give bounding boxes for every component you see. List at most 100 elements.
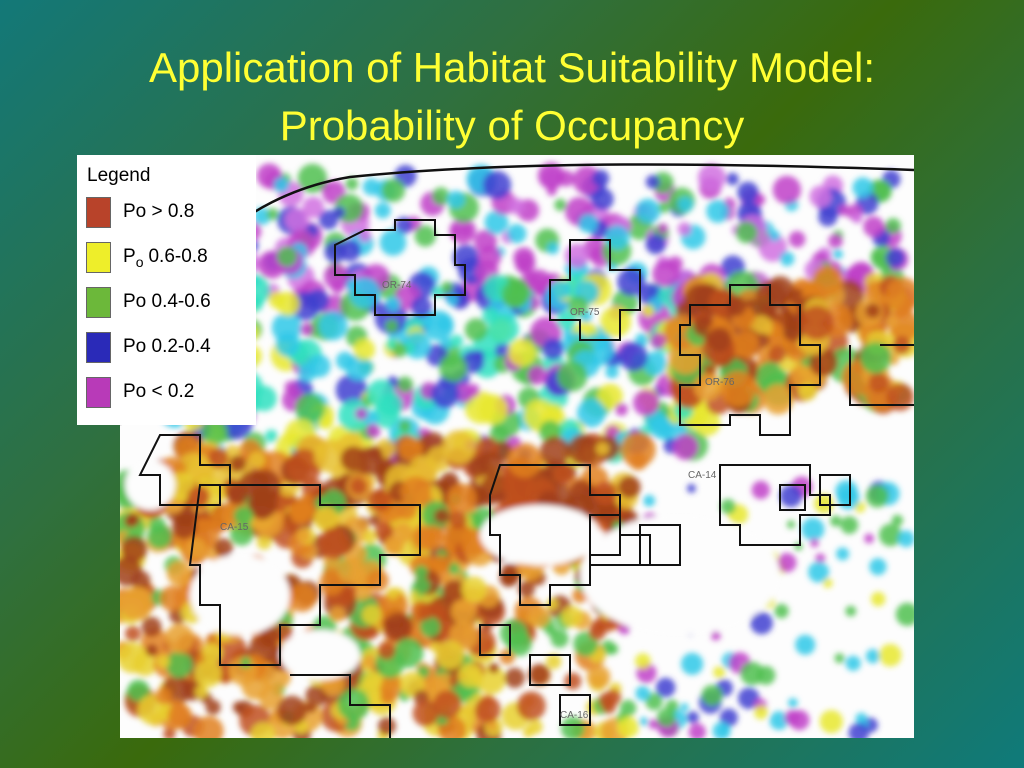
heat-blob xyxy=(447,190,465,209)
heat-blob xyxy=(229,455,246,472)
heat-blob xyxy=(167,703,193,728)
heat-blob xyxy=(546,185,557,196)
heat-blob xyxy=(205,699,221,715)
heat-blob xyxy=(592,169,610,187)
heat-blob xyxy=(657,223,669,234)
heat-blob xyxy=(688,723,706,738)
heat-blob xyxy=(604,689,622,706)
title-line: Application of Habitat Suitability Model… xyxy=(148,44,876,91)
heat-blob xyxy=(554,198,567,211)
heat-blob xyxy=(819,710,843,734)
legend-swatch xyxy=(86,242,111,273)
heat-blob xyxy=(507,442,543,478)
heat-blob xyxy=(457,662,483,688)
heat-blob xyxy=(411,296,432,318)
heat-blob xyxy=(810,538,819,548)
heat-blob xyxy=(202,642,223,663)
heat-blob xyxy=(288,583,317,612)
heat-blob xyxy=(848,722,869,738)
heat-blob xyxy=(412,526,436,551)
heat-blob xyxy=(350,477,368,495)
heat-blob xyxy=(147,524,172,549)
heat-blob xyxy=(658,201,670,213)
heat-blob xyxy=(619,699,637,717)
heat-blob xyxy=(546,242,559,255)
heat-blob xyxy=(474,696,501,723)
heat-blob xyxy=(784,709,800,726)
heat-blob xyxy=(233,506,254,526)
heat-blob xyxy=(256,534,272,550)
heat-blob xyxy=(758,233,787,262)
heat-blob xyxy=(769,711,789,730)
heat-blob xyxy=(289,501,313,525)
heat-blob xyxy=(677,196,694,213)
heat-blob xyxy=(818,207,838,227)
heat-blob xyxy=(542,338,564,360)
heat-blob xyxy=(871,591,886,607)
heat-blob xyxy=(477,245,502,269)
heat-blob xyxy=(837,487,860,510)
heat-blob xyxy=(868,372,889,393)
heat-blob xyxy=(501,280,530,309)
heat-blob xyxy=(897,530,914,548)
heat-blob xyxy=(719,725,729,735)
heat-blob xyxy=(751,480,770,500)
heat-blob xyxy=(885,315,898,328)
heat-blob xyxy=(808,561,830,583)
heat-blob xyxy=(345,177,359,191)
legend-label: Po > 0.8 xyxy=(123,201,194,223)
heat-blob xyxy=(558,170,575,187)
heat-blob xyxy=(259,626,280,647)
heat-blob xyxy=(295,393,325,424)
heat-blob xyxy=(441,430,476,465)
heat-blob xyxy=(284,380,298,395)
heat-blob xyxy=(286,448,322,485)
heat-blob xyxy=(507,338,536,367)
heat-blob xyxy=(379,229,407,256)
heat-blob xyxy=(429,529,444,543)
heat-blob xyxy=(193,716,224,738)
heat-blob xyxy=(489,424,509,445)
heat-blob xyxy=(719,708,738,727)
heat-blob xyxy=(362,529,377,545)
heat-blob xyxy=(527,365,547,385)
heat-blob xyxy=(586,665,611,689)
heat-blob xyxy=(618,476,641,499)
legend-text: Po 0.4-0.6 xyxy=(123,291,211,312)
heat-blob xyxy=(799,305,834,340)
heat-blob xyxy=(537,162,565,190)
heat-blob xyxy=(772,175,802,205)
legend-swatch xyxy=(86,332,111,363)
heat-blob xyxy=(185,538,207,560)
heat-blob xyxy=(629,452,648,471)
heat-blob xyxy=(720,499,736,515)
heat-blob xyxy=(251,385,277,412)
heat-blob xyxy=(377,717,396,736)
heat-blob xyxy=(419,616,441,638)
heat-blob xyxy=(365,423,381,439)
heat-blob xyxy=(362,670,383,691)
heat-blob xyxy=(240,657,252,669)
heat-blob xyxy=(518,580,535,598)
heat-blob xyxy=(680,703,689,712)
heat-blob xyxy=(754,705,769,720)
heat-blob xyxy=(155,687,172,705)
heat-blob xyxy=(774,603,789,619)
heat-blob xyxy=(672,434,699,460)
heat-blob xyxy=(449,225,460,236)
heat-blob xyxy=(735,221,758,244)
heat-blob xyxy=(335,374,368,406)
heat-blob xyxy=(618,342,648,371)
legend-subscript: o xyxy=(135,253,144,270)
heat-blob xyxy=(597,383,623,409)
heat-blob xyxy=(528,605,550,628)
heat-blob xyxy=(367,445,383,462)
heat-blob xyxy=(648,719,659,730)
legend-swatch xyxy=(86,287,111,318)
heat-blob xyxy=(318,414,334,430)
heat-blob xyxy=(319,570,345,596)
heat-blob xyxy=(477,450,503,476)
heat-blob xyxy=(432,554,451,573)
heat-blob xyxy=(815,553,826,564)
heat-blob xyxy=(593,481,618,506)
